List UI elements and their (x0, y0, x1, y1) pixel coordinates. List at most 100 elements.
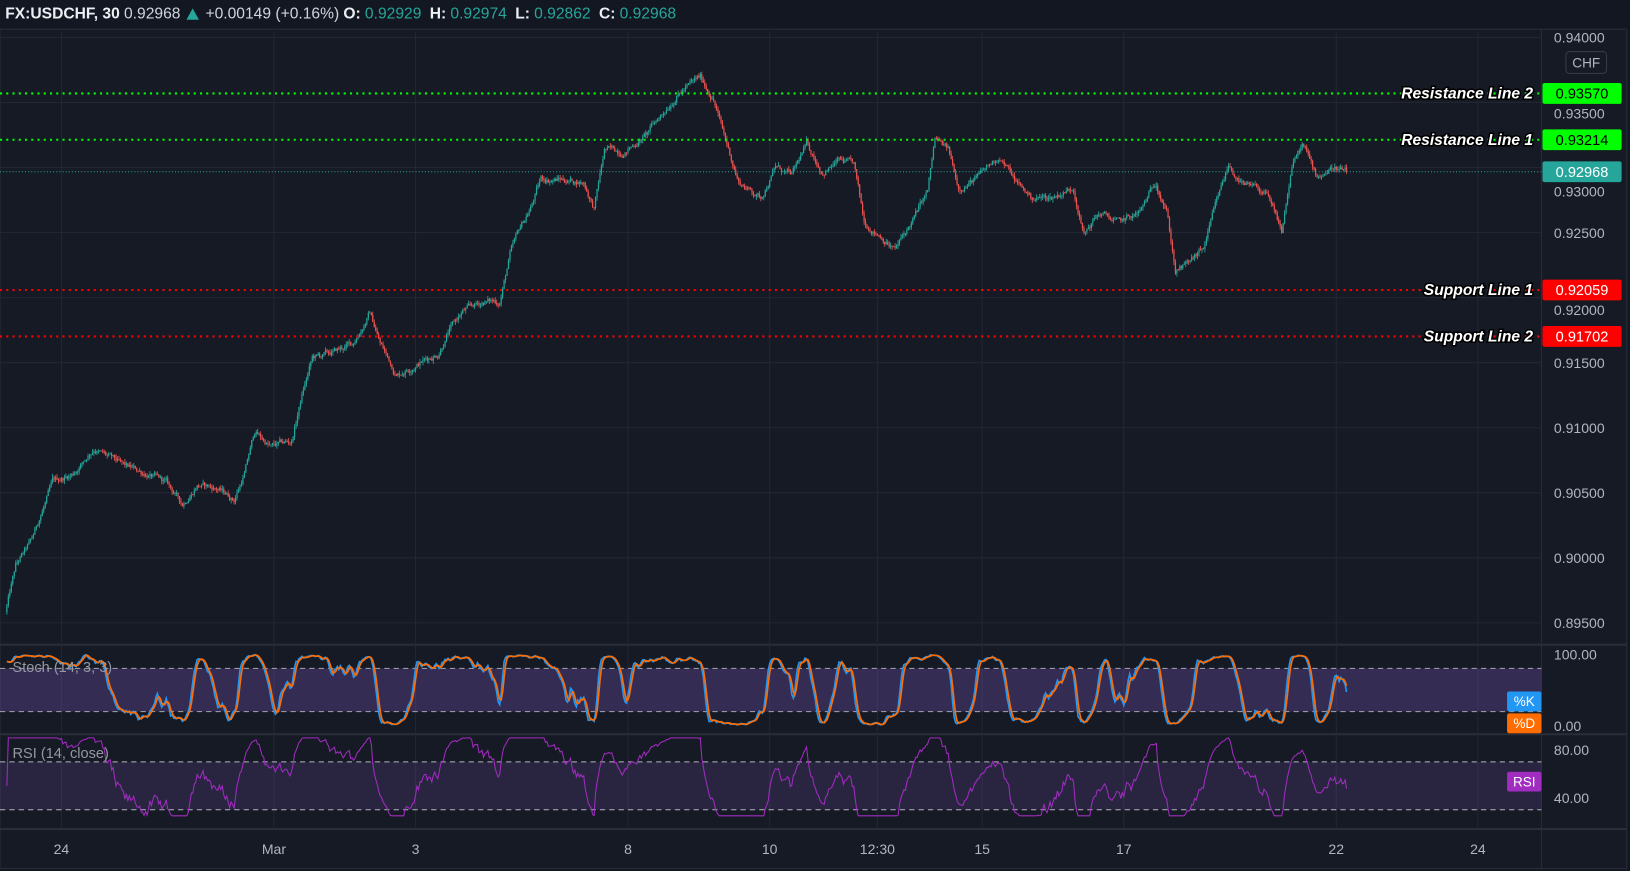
candle-body (743, 186, 746, 189)
candle (1161, 198, 1163, 204)
candle (417, 362, 420, 367)
candle (1312, 159, 1314, 171)
candle (80, 462, 82, 470)
candle-body (1251, 184, 1253, 186)
candle-body (1331, 167, 1333, 169)
support-price-badge (1542, 326, 1622, 347)
candle (745, 185, 747, 191)
candle (360, 329, 362, 337)
candle (310, 360, 312, 370)
candle-body (563, 180, 566, 183)
candle-body (122, 461, 125, 463)
candle-body (94, 451, 97, 454)
candle (257, 428, 259, 435)
candle-body (733, 165, 735, 170)
candle (1087, 224, 1089, 230)
candle-body (681, 90, 684, 93)
candle-body (66, 476, 68, 479)
support-level[interactable]: Support Line 1 0.92059 (0, 279, 1622, 301)
candle (692, 78, 694, 84)
candle-body (863, 213, 865, 222)
candle-body (100, 450, 102, 452)
candle-body (916, 211, 918, 212)
candle (701, 71, 703, 83)
candle (471, 302, 473, 307)
candle-body (162, 479, 164, 481)
rsi-title[interactable]: RSI (14, close) (12, 746, 108, 762)
candle (302, 386, 305, 396)
candle (814, 155, 817, 165)
candle-body (913, 215, 915, 219)
candle-body (507, 259, 510, 269)
high-label: H: (429, 4, 447, 23)
candle-body (246, 459, 248, 465)
candle (414, 366, 417, 373)
candle (580, 179, 582, 185)
candle-body (181, 503, 184, 507)
stoch-tick-label: 100.00 (1554, 646, 1597, 662)
candle-body (1220, 184, 1222, 190)
candle (100, 450, 102, 452)
candle (299, 400, 302, 410)
currency-button[interactable]: CHF (1565, 51, 1608, 74)
candle-body (661, 114, 663, 116)
candle (609, 142, 611, 150)
support-level[interactable]: Support Line 2 0.91702 (0, 326, 1622, 347)
candle-body (440, 350, 442, 356)
candle-body (501, 288, 504, 298)
candle-body (860, 194, 862, 204)
candle (1070, 186, 1072, 194)
candle-body (814, 159, 817, 162)
candle (233, 498, 235, 505)
candle-body (96, 451, 98, 454)
candle (1180, 265, 1182, 271)
resistance-level[interactable]: Resistance Line 2 0.93570 (0, 83, 1622, 104)
candle (1279, 219, 1281, 230)
candle (602, 155, 604, 168)
candle-body (438, 355, 440, 359)
candle (867, 226, 870, 232)
candle-body (401, 374, 403, 376)
candle-body (68, 476, 70, 479)
candle (406, 368, 408, 373)
candle-body (872, 231, 874, 235)
candle-body (313, 356, 315, 359)
candle (515, 232, 517, 242)
candle-body (1005, 164, 1007, 166)
candle-body (1226, 169, 1228, 173)
candle (198, 483, 200, 488)
candle-body (407, 370, 409, 372)
candle-body (432, 357, 434, 361)
candle (618, 150, 620, 158)
time-tick-label: 3 (412, 841, 420, 857)
candle (1252, 182, 1255, 187)
candle (845, 157, 848, 162)
candle (1301, 142, 1303, 151)
candle-body (1292, 161, 1295, 168)
candle-body (102, 450, 104, 452)
support-price-badge (1542, 279, 1622, 301)
candle (158, 474, 160, 478)
time-tick-label: 12:30 (860, 841, 895, 857)
candle-body (972, 180, 974, 183)
candle-body (190, 494, 192, 499)
resistance-level[interactable]: Resistance Line 1 0.93214 (0, 129, 1622, 151)
open-value: 0.92929 (364, 4, 422, 23)
candle (674, 100, 676, 106)
candle-body (1090, 223, 1092, 229)
candle-body (1040, 197, 1042, 199)
candle-body (1148, 192, 1150, 198)
candle-body (152, 474, 154, 477)
candle-body (265, 443, 268, 445)
candle-body (50, 482, 52, 487)
candle-body (668, 108, 670, 110)
candle-body (419, 362, 421, 366)
candle-body (786, 169, 788, 171)
stoch-title[interactable]: Stoch (14, 3, 3) (12, 660, 112, 676)
symbol-name[interactable]: FX:USDCHF, 30 (5, 4, 120, 23)
candle-body (285, 440, 287, 442)
candle (757, 192, 759, 198)
candle-body (1132, 216, 1134, 219)
candle-body (934, 137, 936, 148)
